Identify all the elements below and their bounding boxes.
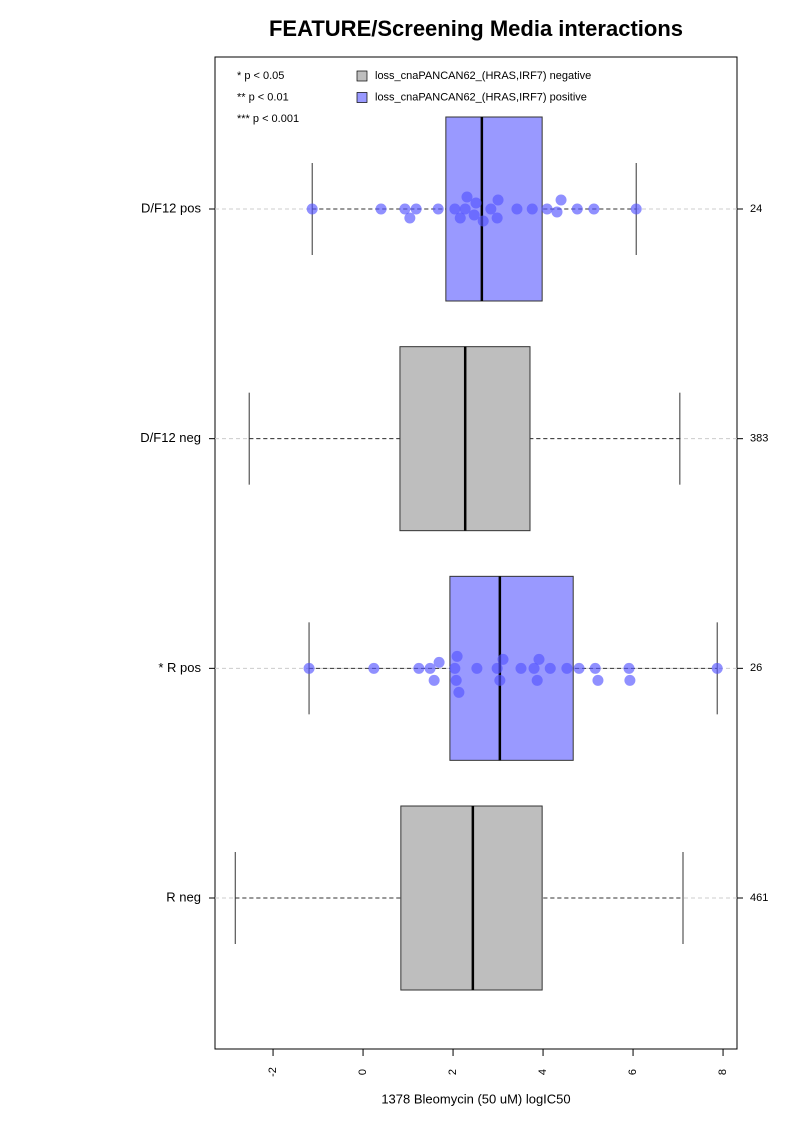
data-point <box>471 662 483 674</box>
data-point <box>561 662 573 674</box>
count-label: 24 <box>750 203 762 215</box>
data-point <box>454 212 466 224</box>
data-point <box>451 650 463 662</box>
data-point <box>630 203 642 215</box>
data-point <box>491 212 503 224</box>
data-point <box>555 194 567 206</box>
data-point <box>453 686 465 698</box>
data-point <box>450 674 462 686</box>
data-point <box>410 203 422 215</box>
data-point <box>461 191 473 203</box>
data-point <box>477 215 489 227</box>
legend-swatch <box>356 70 368 82</box>
data-point <box>433 656 445 668</box>
data-point <box>491 662 503 674</box>
data-point <box>541 203 553 215</box>
x-tick-label: 4 <box>537 1069 549 1075</box>
data-point <box>449 203 461 215</box>
x-tick-label: 8 <box>717 1069 729 1075</box>
data-point <box>428 674 440 686</box>
x-tick-label: 6 <box>627 1069 639 1075</box>
x-tick-label: 0 <box>357 1069 369 1075</box>
data-point <box>424 662 436 674</box>
data-point <box>551 206 563 218</box>
data-point <box>515 662 527 674</box>
data-point <box>432 203 444 215</box>
data-point <box>399 203 411 215</box>
plot-frame <box>214 56 738 1050</box>
data-point <box>413 662 425 674</box>
legend-label: loss_cnaPANCAN62_(HRAS,IRF7) positive <box>375 91 587 103</box>
chart-title: FEATURE/Screening Media interactions <box>269 16 683 41</box>
data-point <box>492 194 504 206</box>
y-tick-label: D/F12 pos <box>141 200 201 215</box>
data-point <box>589 662 601 674</box>
data-point <box>494 674 506 686</box>
data-point <box>711 662 723 674</box>
data-point <box>497 653 509 665</box>
data-point <box>449 662 461 674</box>
annotation: *** p < 0.001 <box>237 113 299 125</box>
data-point <box>404 212 416 224</box>
y-tick-label: * R pos <box>158 660 201 675</box>
data-point <box>592 674 604 686</box>
data-point <box>573 662 585 674</box>
count-label: 383 <box>750 433 768 445</box>
data-point <box>623 662 635 674</box>
y-tick-label: R neg <box>166 889 201 904</box>
data-point <box>624 674 636 686</box>
data-point <box>528 662 540 674</box>
data-point <box>571 203 583 215</box>
data-point <box>485 203 497 215</box>
legend-label: loss_cnaPANCAN62_(HRAS,IRF7) negative <box>375 70 591 82</box>
annotation: * p < 0.05 <box>237 70 284 82</box>
y-tick-label: D/F12 neg <box>140 430 201 445</box>
x-axis-label: 1378 Bleomycin (50 uM) logIC50 <box>381 1091 570 1106</box>
data-point <box>306 203 318 215</box>
x-tick-label: 2 <box>447 1069 459 1075</box>
data-point <box>459 203 471 215</box>
data-point <box>368 662 380 674</box>
data-point <box>544 662 556 674</box>
data-point <box>511 203 523 215</box>
x-tick-label: -2 <box>267 1067 279 1077</box>
data-point <box>468 209 480 221</box>
count-label: 461 <box>750 892 768 904</box>
count-label: 26 <box>750 662 762 674</box>
box <box>400 805 543 991</box>
annotation: ** p < 0.01 <box>237 91 289 103</box>
data-point <box>531 674 543 686</box>
data-point <box>303 662 315 674</box>
data-point <box>526 203 538 215</box>
data-point <box>588 203 600 215</box>
data-point <box>470 197 482 209</box>
data-point <box>375 203 387 215</box>
legend-swatch <box>356 92 368 103</box>
data-point <box>533 653 545 665</box>
